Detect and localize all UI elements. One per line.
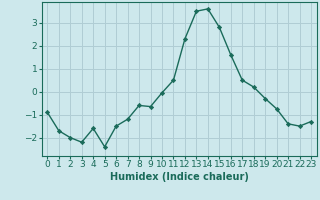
X-axis label: Humidex (Indice chaleur): Humidex (Indice chaleur)	[110, 172, 249, 182]
